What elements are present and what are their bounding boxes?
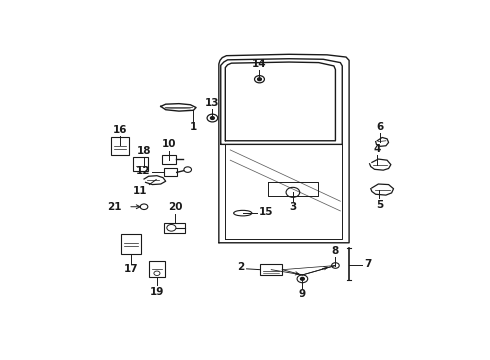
Text: 15: 15 [259,207,273,217]
Circle shape [258,78,261,81]
Text: 5: 5 [376,200,383,210]
Text: 19: 19 [150,287,164,297]
Text: 8: 8 [332,246,339,256]
Text: 18: 18 [137,146,151,156]
Text: 7: 7 [365,258,372,269]
Text: 3: 3 [289,202,296,212]
Bar [149,261,165,276]
Bar [162,156,176,164]
Text: 20: 20 [168,202,182,212]
Bar [133,157,148,171]
Text: 2: 2 [237,262,245,273]
Bar [164,168,177,176]
Circle shape [300,278,304,280]
Bar [121,234,141,254]
Text: 16: 16 [113,125,127,135]
Bar [260,264,282,275]
Text: 6: 6 [377,122,384,132]
Text: 9: 9 [299,289,306,299]
Text: 4: 4 [373,144,381,154]
Text: 1: 1 [190,122,197,132]
Text: 13: 13 [205,98,220,108]
Text: 10: 10 [162,139,177,149]
Circle shape [211,117,214,120]
Bar [111,136,129,156]
Text: 14: 14 [252,59,267,69]
Text: 11: 11 [133,186,147,196]
Text: 12: 12 [136,166,150,176]
Text: 17: 17 [124,264,139,274]
Bar [164,222,185,233]
Text: 21: 21 [107,202,122,212]
